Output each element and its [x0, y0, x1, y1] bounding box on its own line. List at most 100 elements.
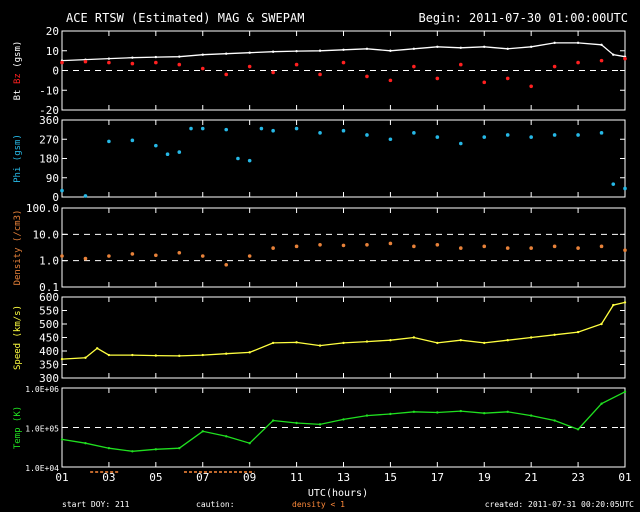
- data-point: [225, 52, 228, 55]
- data-point: [529, 336, 533, 339]
- data-point: [483, 341, 486, 345]
- y-tick-label: 450: [39, 332, 59, 345]
- data-point: [178, 446, 181, 450]
- data-point: [60, 60, 64, 65]
- data-point: [200, 66, 205, 71]
- y-tick-label: 600: [39, 291, 59, 304]
- start-doy: start DOY: 211: [62, 500, 130, 509]
- data-point: [365, 74, 369, 79]
- data-point: [107, 446, 111, 450]
- data-point: [506, 410, 509, 413]
- caution-label: caution:: [196, 500, 235, 509]
- data-point: [318, 344, 322, 347]
- data-point: [224, 127, 229, 132]
- chart-title: ACE RTSW (Estimated) MAG & SWEPAM: [66, 11, 304, 25]
- data-point: [83, 256, 88, 261]
- data-point: [576, 133, 580, 137]
- series-bz: [60, 56, 627, 89]
- data-point: [553, 41, 556, 45]
- data-point: [388, 137, 393, 142]
- data-point: [271, 419, 275, 422]
- data-point: [318, 49, 322, 52]
- x-axis-label: UTC(hours): [308, 488, 368, 499]
- y-tick-label: 500: [39, 318, 59, 331]
- data-point: [529, 84, 533, 89]
- series-temp: [60, 390, 627, 453]
- data-point: [247, 64, 252, 69]
- y-axis-label: Speed (km/s): [13, 305, 23, 370]
- data-point: [154, 354, 158, 357]
- data-point: [552, 244, 557, 249]
- series-phi: [60, 126, 627, 198]
- data-point: [412, 244, 416, 249]
- data-point: [95, 347, 99, 350]
- data-point: [177, 250, 182, 255]
- data-point: [553, 333, 556, 336]
- data-point: [318, 243, 322, 247]
- data-point: [412, 131, 416, 135]
- data-point: [247, 254, 252, 258]
- data-point: [225, 352, 228, 355]
- data-point: [341, 128, 346, 133]
- data-point: [412, 410, 416, 413]
- data-point: [154, 55, 158, 59]
- panel-density: 100.0 10.0 1.0 0.1 Density (/cm3): [13, 202, 627, 294]
- data-point: [224, 72, 229, 77]
- data-point: [165, 152, 170, 157]
- data-point: [623, 186, 627, 191]
- data-point: [412, 336, 416, 339]
- x-tick-label: 03: [102, 471, 115, 484]
- y-tick-label: 550: [39, 305, 59, 318]
- data-point: [189, 126, 193, 131]
- y-tick-label: 300: [39, 372, 59, 385]
- data-point: [154, 448, 158, 451]
- data-point: [236, 156, 240, 161]
- data-point: [154, 60, 158, 65]
- data-point: [107, 353, 111, 357]
- y-axis-label-part: Speed (km/s): [13, 305, 23, 370]
- data-point: [271, 246, 275, 250]
- data-point: [482, 80, 487, 85]
- data-point: [365, 47, 369, 50]
- x-tick-label: 17: [431, 471, 444, 484]
- y-tick-label: 100.0: [26, 202, 59, 215]
- y-tick-label: 20: [46, 25, 59, 38]
- x-tick-label: 07: [196, 471, 209, 484]
- y-tick-label: 90: [46, 172, 59, 185]
- data-point: [201, 53, 204, 56]
- data-point: [131, 353, 134, 357]
- data-point: [365, 243, 369, 247]
- data-point: [552, 64, 557, 69]
- data-point: [436, 45, 439, 48]
- data-point: [529, 414, 533, 417]
- x-tick-label: 13: [337, 471, 350, 484]
- data-point: [600, 43, 603, 47]
- data-point: [60, 438, 64, 441]
- data-point: [600, 402, 603, 405]
- y-tick-label: -20: [39, 104, 59, 117]
- y-axis-label-part: (gsm): [13, 41, 23, 74]
- data-point: [553, 419, 556, 422]
- x-tick-label: 23: [571, 471, 584, 484]
- data-point: [459, 409, 462, 413]
- data-point: [130, 61, 135, 66]
- y-tick-label: 270: [39, 133, 59, 146]
- y-tick-label: 0: [52, 191, 59, 204]
- data-point: [248, 51, 251, 54]
- data-point: [600, 322, 603, 326]
- data-point: [388, 78, 393, 83]
- panels: 20 10 0 -10 -20 Bt Bz (gsm) 360 270 180 90 0 Phi (g…: [13, 25, 632, 484]
- y-axis-label: Temp (K): [13, 406, 23, 449]
- series-density: [60, 241, 627, 267]
- data-point: [458, 62, 463, 67]
- data-point: [458, 141, 463, 146]
- data-point: [200, 254, 205, 258]
- y-tick-label: 180: [39, 153, 59, 166]
- data-point: [459, 46, 462, 49]
- data-point: [107, 139, 111, 144]
- data-point: [436, 341, 439, 345]
- y-tick-label: 1.0: [39, 255, 59, 268]
- data-point: [552, 133, 557, 137]
